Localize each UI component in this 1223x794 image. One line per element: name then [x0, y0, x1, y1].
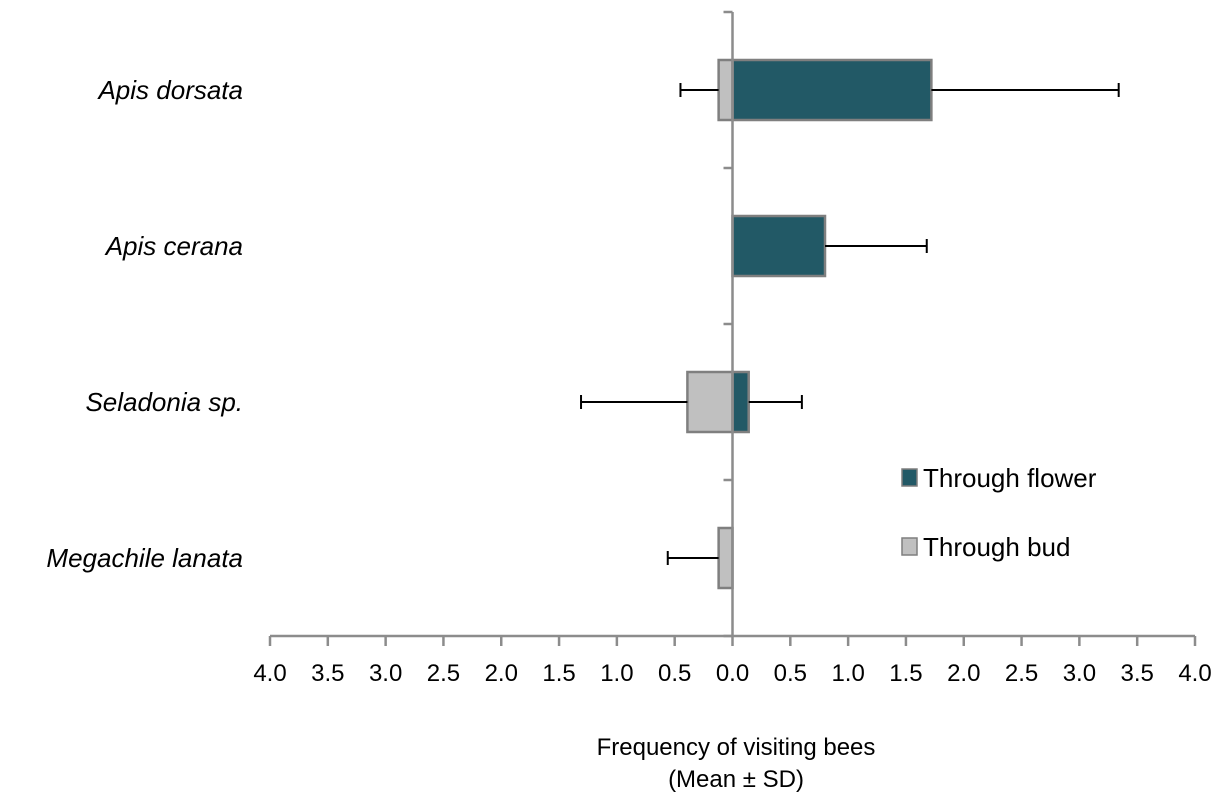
error-bar-through-bud-megachile-lanata	[666, 551, 719, 565]
legend-label-through-bud: Through bud	[923, 532, 1070, 562]
x-tick-labels: 4.0 3.5 3.0 2.5 2.0 1.5 1.0 0.5 0.0 0.5 1.0 1.5 2.0 2…	[253, 660, 1211, 687]
x-tick-label: 2.5	[1005, 660, 1038, 687]
category-label-seladonia-sp: Seladonia sp.	[85, 387, 243, 417]
bar-through-flower-apis-cerana	[731, 214, 827, 278]
x-tick-label: 0.5	[774, 660, 807, 687]
legend-swatch-through-flower	[901, 468, 918, 487]
x-tick-label: 3.5	[311, 660, 344, 687]
error-bar-through-bud-seladonia-sp	[580, 395, 688, 409]
x-tick-label: 1.0	[600, 660, 633, 687]
error-bars-layer	[580, 83, 1120, 565]
legend-swatch-through-bud	[901, 537, 918, 556]
category-label-apis-dorsata: Apis dorsata	[96, 75, 243, 105]
bars-layer	[686, 58, 933, 590]
x-tick-label: 1.5	[889, 660, 922, 687]
x-tick-label: 1.0	[831, 660, 864, 687]
x-tick-label: 4.0	[253, 660, 286, 687]
category-labels: Apis dorsata Apis cerana Seladonia sp. Mega…	[46, 75, 243, 573]
legend-label-through-flower: Through flower	[923, 463, 1097, 493]
x-tick-label: 3.0	[1063, 660, 1096, 687]
x-tick-label: 0.0	[716, 660, 749, 687]
category-label-apis-cerana: Apis cerana	[104, 231, 243, 261]
x-tick-label: 0.5	[658, 660, 691, 687]
x-tick-label: 2.5	[427, 660, 460, 687]
error-bar-through-flower-apis-cerana	[825, 239, 928, 253]
x-axis-title: Frequency of visiting bees	[597, 734, 876, 761]
bar-through-flower-apis-dorsata	[731, 58, 933, 122]
x-tick-label: 3.0	[369, 660, 402, 687]
error-bar-through-flower-seladonia-sp	[748, 395, 803, 409]
x-tick-label: 3.5	[1121, 660, 1154, 687]
bar-through-bud-megachile-lanata	[717, 526, 734, 590]
error-bar-through-flower-apis-dorsata	[931, 83, 1120, 97]
category-label-megachile-lanata: Megachile lanata	[46, 543, 243, 573]
x-tick-label: 1.5	[542, 660, 575, 687]
error-bar-through-bud-apis-dorsata	[679, 83, 719, 97]
bar-through-bud-apis-dorsata	[717, 58, 734, 122]
x-tick-label: 2.0	[947, 660, 980, 687]
x-axis-subtitle: (Mean ± SD)	[668, 766, 804, 793]
axes-layer	[268, 10, 1197, 646]
x-tick-label: 4.0	[1178, 660, 1211, 687]
bar-through-flower-seladonia-sp	[731, 370, 750, 434]
legend: Through flower Through bud	[901, 463, 1097, 562]
bar-through-bud-seladonia-sp	[686, 370, 734, 434]
x-tick-label: 2.0	[485, 660, 518, 687]
